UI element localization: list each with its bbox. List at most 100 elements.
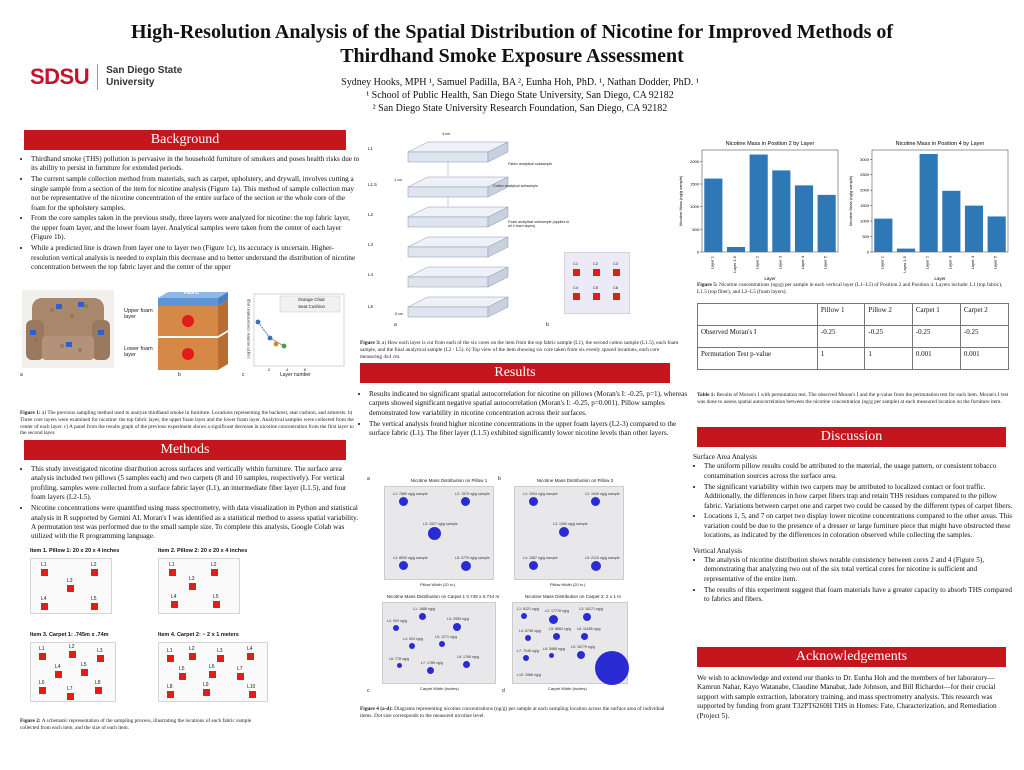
discussion-subheading: Vertical Analysis — [693, 546, 742, 555]
methods-text: This study investigated nicotine distrib… — [20, 465, 360, 543]
dot-label: L1: 8121 ng/g — [517, 607, 539, 611]
layer-stack-diagram: L1 L1.5 L2 L3 L4 L5 4 cm 1 cm .5 cm Fabr… — [368, 132, 569, 332]
table-cell: 1 — [816, 347, 866, 370]
x-axis-label: Layer — [764, 276, 776, 281]
sample-dot — [393, 625, 399, 631]
fig3-caption-text: a) How each layer is cut from each of th… — [360, 340, 679, 360]
figure-5-caption: Figure 5: Nicotine concentrations (ng/g)… — [697, 282, 1013, 296]
sample-dot — [525, 635, 531, 641]
core-label: C4 — [573, 285, 579, 290]
sample-dot — [409, 643, 415, 649]
dot-label: L3: 1927 ng/g sample — [423, 522, 458, 526]
dot-label: L2: 7870 ng/g sample — [455, 492, 490, 496]
sample-label: L3 — [189, 576, 195, 582]
fig3-label-b: b — [546, 322, 549, 328]
logo-mark: SDSU — [30, 64, 90, 89]
bar — [726, 247, 746, 252]
pillow2-map: L1: 1934 ng/g sample L2: 1949 ng/g sampl… — [514, 486, 624, 580]
dot-label: L2: 903 ng/g — [387, 619, 407, 623]
table-header-cell: Carpet 2 — [959, 303, 1010, 326]
results-text: Results indicated no significant spatial… — [358, 390, 688, 440]
discussion-bullet: The uniform pillow results could be attr… — [704, 462, 1013, 481]
fig1c-plot: Orange Chair Seat Cushion Log10 nicotine… — [240, 292, 350, 378]
discussion-subheading: Surface Area Analysis — [693, 453, 757, 461]
x-tick-label: Layer 2 — [755, 255, 760, 269]
author-block: Sydney Hooks, MPH ¹, Samuel Padilla, BA … — [300, 76, 740, 115]
dot-label: L8: 5985 ng/g — [543, 647, 565, 651]
sample-label: L4 — [171, 594, 177, 600]
dot-label: L3: 16171 ng/g — [579, 607, 603, 611]
bar — [919, 154, 938, 252]
table1-caption-label: Table 1: — [697, 392, 716, 398]
sample-dot — [428, 527, 441, 540]
layer-label: L1.5 — [368, 182, 377, 187]
plot-area — [701, 149, 839, 253]
x-tick-label: Layer 5 — [993, 255, 998, 269]
dim-label: 1 cm — [394, 178, 403, 182]
fig2-caption-label: Figure 2: — [20, 718, 41, 724]
sample-label: L2 — [189, 646, 195, 652]
x-tick-label: Layer 3 — [947, 255, 952, 269]
table-cell: 0.001 — [911, 347, 961, 370]
core-top-view: C1 C2 C3 C4 C5 C6 — [564, 252, 630, 314]
sample-label: L7 — [237, 666, 243, 672]
sample-dot — [591, 497, 600, 506]
y-tick-label: 3000 — [860, 157, 870, 162]
sample-label: L3 — [97, 648, 103, 654]
sdsu-logo: SDSU San Diego State University — [30, 64, 182, 90]
x-tick-label: Layer 1 — [709, 255, 714, 269]
fig1c-xtick: 4 — [286, 367, 289, 372]
carpet1-map-title: Nicotine Mass Distribution on Carpet 1 0… — [386, 594, 500, 599]
sample-label: L6 — [39, 680, 45, 686]
sample-dot — [399, 561, 408, 570]
dot-label: L4: 924 ng/g — [403, 637, 423, 641]
bar — [704, 178, 723, 252]
lower-foam-label: Lower foam layer — [124, 346, 153, 358]
sample-dot — [461, 497, 470, 506]
dot-label: L7: 7046 ng/g — [517, 649, 539, 653]
dot-label: L10: 2968 ng/g — [517, 673, 541, 677]
carpet1-xlabel: Carpet Width (inches) — [420, 686, 459, 691]
dim-label: .5 cm — [394, 312, 404, 316]
sample-label: L6 — [209, 664, 215, 670]
table-cell: -0.25 — [864, 325, 913, 348]
table-cell: Observed Moran's I — [697, 325, 818, 348]
dot-label: L2: 1949 ng/g sample — [585, 492, 620, 496]
dot-label: L7: 1785 ng/g — [421, 661, 443, 665]
carpet2-map: L1: 8121 ng/g L2: 17778 ng/g L3: 16171 n… — [512, 602, 629, 685]
foam-layers-diagram: Upper foam layer Lower foam layer Fabric — [122, 290, 236, 372]
x-tick-label: Layer 1 — [879, 255, 884, 269]
dot-label: L9: 16779 ng/g — [571, 645, 595, 649]
dim-label: 4 cm — [442, 132, 451, 136]
sample-label: L5 — [81, 662, 87, 668]
pillow1-map-title: Nicotine Mass Distribution on Pillow 1 — [410, 478, 488, 483]
fig5-caption-label: Figure 5: — [697, 282, 718, 288]
dot-label: L4: 1587 ng/g sample — [523, 556, 558, 560]
fig3-note: Cotton analytical subsample — [493, 184, 538, 188]
bar — [749, 154, 768, 252]
discussion-bullet: Locations 1, 5, and 7 on carpet two disp… — [704, 512, 1013, 540]
background-text: Thirdhand smoke (THS) pollution is perva… — [20, 155, 360, 274]
layer-label: L2 — [368, 212, 374, 217]
sample-dot — [453, 623, 461, 631]
figure-2-caption: Figure 2: A schematic representation of … — [20, 718, 270, 732]
sample-dot — [553, 633, 560, 640]
fig1-caption-text: a) The previous sampling method used to … — [20, 410, 354, 437]
dot-label: L8: 1765 ng/g — [457, 655, 479, 659]
fig4-label-b: b — [498, 476, 501, 482]
x-tick-label: Layer 4 — [800, 255, 805, 269]
sample-dot — [463, 661, 470, 668]
fig2-caption-text: A schematic representation of the sampli… — [20, 718, 252, 731]
x-tick-label: Layer 5 — [823, 255, 828, 269]
x-tick-label: Layer 1.5 — [732, 255, 737, 272]
methods-heading: Methods — [24, 440, 346, 460]
legend-orange-chair: Orange Chair — [298, 297, 326, 302]
table-1-caption: Table 1: Results of Moran's I with permu… — [697, 392, 1013, 406]
fig1-label-c: c — [242, 372, 245, 378]
sample-dot — [595, 651, 629, 685]
results-heading: Results — [360, 363, 670, 383]
dot-label: L6: 778 ng/g — [389, 657, 409, 661]
dot-label: L1: 7889 ng/g sample — [393, 492, 428, 496]
sample-label: L1 — [39, 646, 45, 652]
background-bullet: From the core samples taken in the previ… — [31, 214, 360, 242]
